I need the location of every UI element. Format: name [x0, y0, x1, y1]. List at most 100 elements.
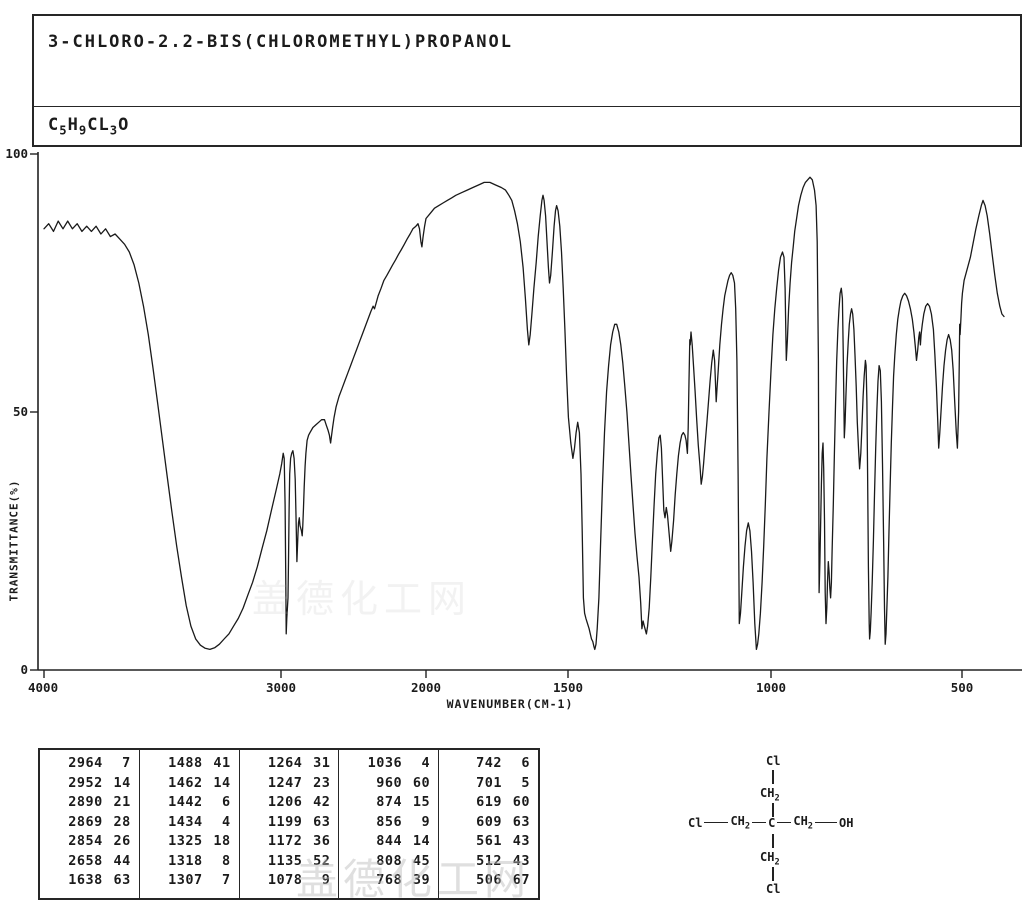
peak-entry: 1078 9 — [240, 872, 339, 892]
structure-top-cl: Cl — [766, 754, 781, 768]
x-tick-label: 3000 — [266, 680, 296, 695]
peak-entry: 619 60 — [439, 794, 538, 814]
peak-entry: 1307 7 — [140, 872, 239, 892]
peak-entry: 1318 8 — [140, 853, 239, 873]
peak-wavenumber: 2854 — [68, 833, 103, 849]
peak-wavenumber: 2952 — [68, 774, 103, 791]
x-tick-label: 1000 — [756, 680, 786, 695]
peak-wavenumber: 2658 — [68, 852, 103, 869]
peak-wavenumber: 874 — [376, 794, 403, 810]
x-tick-label: 4000 — [28, 680, 58, 695]
peak-entry: 1172 36 — [240, 833, 339, 853]
peak-wavenumber: 768 — [376, 872, 403, 888]
peak-wavenumber: 1325 — [168, 833, 203, 849]
peak-entry: 1462 14 — [140, 775, 239, 795]
peak-transmittance: 9 — [321, 872, 331, 888]
peak-table-column: 1264 31 1247 23 1206 42 1199 63 1172 36 1135 52 1078… — [240, 750, 340, 898]
peak-transmittance: 26 — [113, 833, 131, 849]
peak-entry: 2658 44 — [40, 853, 139, 873]
peak-wavenumber: 701 — [476, 774, 502, 791]
structure-right-oh: OH — [839, 815, 854, 830]
peak-wavenumber: 609 — [476, 813, 502, 830]
peak-wavenumber: 856 — [376, 813, 403, 830]
peak-wavenumber: 1036 — [367, 755, 403, 771]
peak-entry: 1135 52 — [240, 853, 339, 873]
peak-transmittance: 43 — [512, 852, 530, 869]
peak-transmittance: 63 — [512, 813, 530, 830]
peak-transmittance: 41 — [213, 755, 231, 771]
peak-wavenumber: 1264 — [267, 755, 303, 771]
structure-right-ch2: CH2 — [793, 814, 813, 832]
peak-transmittance: 15 — [412, 794, 431, 810]
spectrum-trace — [43, 176, 1005, 651]
peak-wavenumber: 742 — [476, 755, 502, 771]
peak-entry: 701 5 — [439, 775, 538, 795]
peak-transmittance: 60 — [412, 774, 431, 791]
structure-top-ch2: CH2 — [760, 786, 780, 804]
x-tick-label: 2000 — [411, 680, 441, 695]
x-tick-label: 1500 — [553, 680, 583, 695]
peak-entry: 1325 18 — [140, 833, 239, 853]
peak-entry: 1206 42 — [240, 794, 339, 814]
peak-transmittance: 18 — [213, 833, 231, 849]
peak-transmittance: 21 — [113, 794, 131, 810]
peak-table-column: 1036 4 960 60 874 15 856 9 844 14 808 45 768 39 — [339, 750, 440, 898]
structure-bond — [772, 834, 774, 848]
peak-transmittance: 44 — [113, 852, 131, 869]
peak-entry: 742 6 — [439, 755, 538, 775]
y-tick-label: 50 — [13, 404, 28, 419]
structure-bottom-cl: Cl — [766, 882, 781, 896]
y-tick-label: 0 — [20, 662, 28, 677]
peak-entry: 2890 21 — [40, 794, 139, 814]
peak-entry: 1434 4 — [140, 814, 239, 834]
peak-wavenumber: 1488 — [168, 755, 203, 771]
peak-transmittance: 45 — [412, 852, 431, 869]
peak-transmittance: 14 — [113, 774, 131, 791]
peak-table: 2964 7 2952 14 2890 21 2869 28 2854 26 2658 44 1638 6… — [38, 748, 540, 900]
peak-wavenumber: 506 — [476, 872, 502, 888]
chemical-structure: Cl CH2 Cl CH2 C CH2 OH CH2 Cl — [660, 750, 920, 896]
peak-transmittance: 7 — [221, 872, 231, 888]
peak-table-column: 742 6 701 5 619 60 609 63 561 43 512 43 506 67 — [439, 750, 538, 898]
peak-entry: 856 9 — [339, 814, 438, 834]
structure-left-ch2: CH2 — [730, 814, 751, 832]
peak-wavenumber: 1442 — [168, 794, 203, 810]
peak-transmittance: 5 — [521, 774, 530, 791]
peak-transmittance: 63 — [113, 872, 131, 888]
peak-entry: 561 43 — [439, 833, 538, 853]
peak-wavenumber: 1172 — [267, 833, 303, 849]
peak-entry: 1199 63 — [240, 814, 339, 834]
peak-transmittance: 60 — [512, 794, 530, 810]
peak-entry: 1488 41 — [140, 755, 239, 775]
peak-wavenumber: 1135 — [267, 852, 303, 869]
peak-transmittance: 39 — [412, 872, 431, 888]
peak-transmittance: 31 — [313, 755, 331, 771]
peak-wavenumber: 844 — [376, 833, 403, 849]
peak-transmittance: 52 — [313, 852, 331, 869]
peak-entry: 506 67 — [439, 872, 538, 892]
peak-wavenumber: 2890 — [68, 794, 103, 810]
peak-transmittance: 67 — [512, 872, 530, 888]
structure-backbone: Cl CH2 C CH2 OH — [688, 814, 853, 831]
peak-entry: 1442 6 — [140, 794, 239, 814]
peak-entry: 2964 7 — [40, 755, 139, 775]
peak-transmittance: 23 — [313, 774, 331, 791]
peak-wavenumber: 2964 — [68, 755, 103, 771]
peak-entry: 2869 28 — [40, 814, 139, 834]
peak-entry: 808 45 — [339, 853, 438, 873]
peak-transmittance: 7 — [122, 755, 131, 771]
peak-entry: 844 14 — [339, 833, 438, 853]
peak-wavenumber: 619 — [476, 794, 502, 810]
peak-transmittance: 6 — [521, 755, 530, 771]
peak-entry: 1036 4 — [339, 755, 438, 775]
peak-wavenumber: 1078 — [267, 872, 303, 888]
peak-wavenumber: 808 — [376, 852, 403, 869]
compound-title-box: 3-CHLORO-2.2-BIS(CHLOROMETHYL)PROPANOL — [32, 14, 1022, 110]
peak-wavenumber: 512 — [476, 852, 502, 869]
peak-transmittance: 43 — [512, 833, 530, 849]
peak-wavenumber: 1434 — [168, 813, 203, 830]
peak-transmittance: 28 — [113, 813, 131, 830]
molecular-formula: C5H9CL3O — [48, 115, 130, 138]
peak-transmittance: 14 — [412, 833, 431, 849]
y-axis-label: TRANSMITTANCE(%) — [7, 479, 21, 602]
